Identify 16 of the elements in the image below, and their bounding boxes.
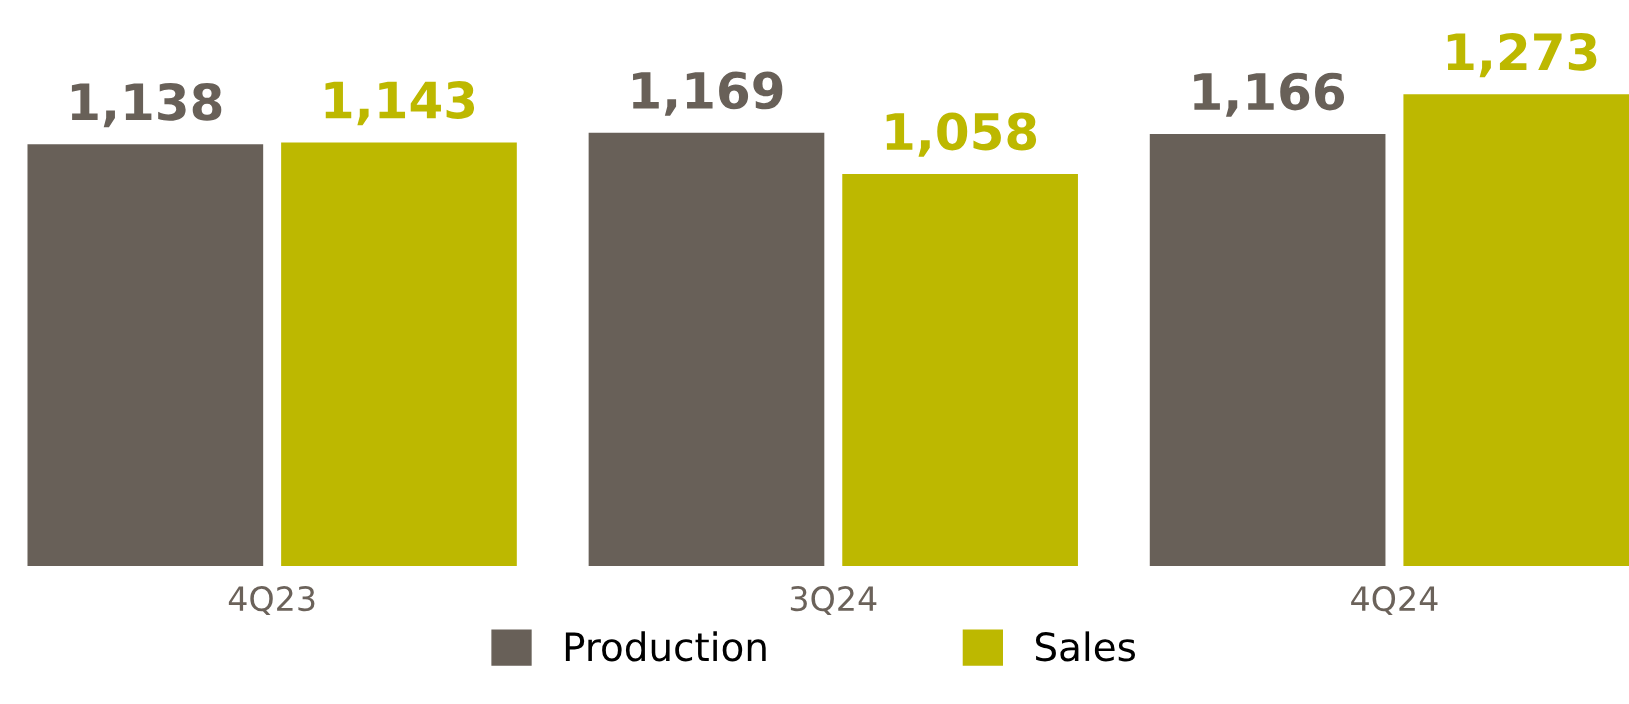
- x-tick-label: 4Q24: [1351, 586, 1438, 616]
- bar: [281, 142, 517, 567]
- bar: [842, 174, 1078, 567]
- data-label: 1,169: [633, 71, 783, 116]
- data-label: 1,138: [71, 82, 222, 128]
- bar: [27, 144, 264, 567]
- data-label: 1,273: [1447, 32, 1597, 78]
- x-tick-label: 3Q24: [790, 586, 877, 616]
- bar: [588, 132, 825, 567]
- data-label: 1,058: [886, 112, 1037, 157]
- legend-label: Production: [565, 631, 766, 662]
- bar: [1149, 133, 1386, 567]
- data-label: 1,166: [1194, 72, 1345, 117]
- legend-label: Sales: [1035, 631, 1136, 662]
- data-label: 1,143: [325, 81, 475, 126]
- x-tick-label: 4Q23: [228, 586, 315, 616]
